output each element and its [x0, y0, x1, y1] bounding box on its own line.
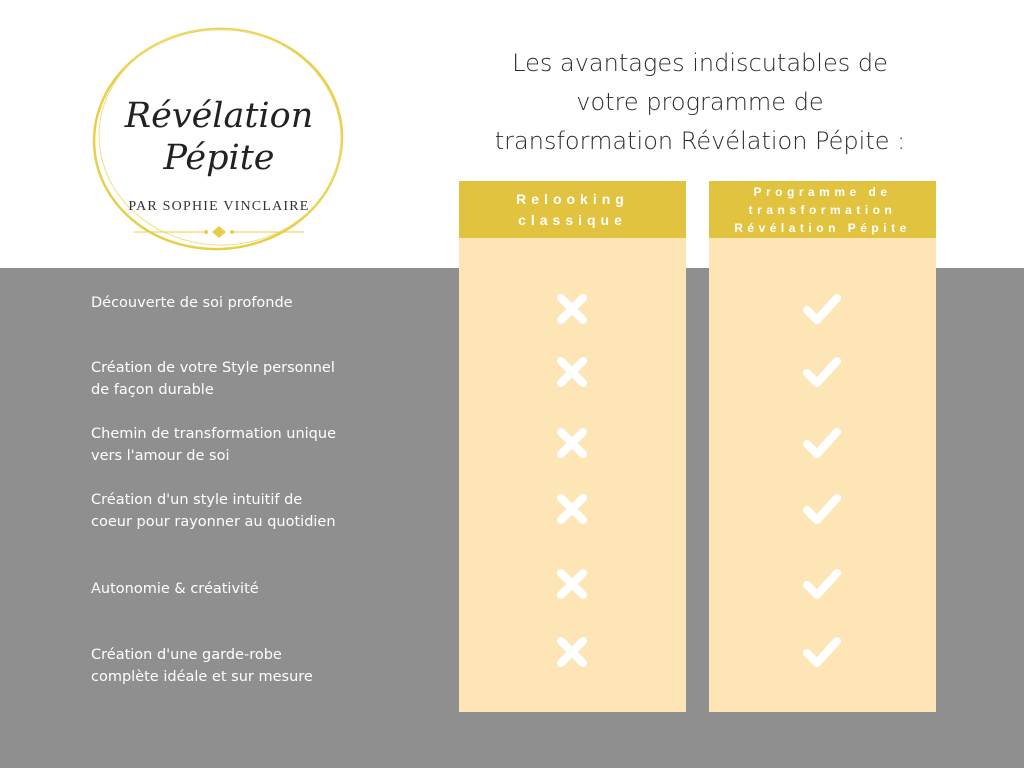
logo-title-line2: Pépite — [163, 138, 275, 178]
feature-item: Création d'un style intuitif de coeur po… — [91, 489, 361, 533]
column-header-line3: Révélation Pépite — [734, 220, 911, 235]
heading-line1: Les avantages indiscutables de — [512, 49, 888, 77]
logo-ring-icon — [92, 27, 344, 251]
cross-icon — [552, 632, 592, 672]
column-header-programme: Programme de transformation Révélation P… — [709, 181, 936, 238]
feature-text-line2: de façon durable — [91, 382, 214, 398]
column-header-relooking: Relooking classique — [459, 181, 686, 238]
cross-icon — [552, 489, 592, 529]
check-icon — [802, 352, 842, 392]
cross-icon — [552, 289, 592, 329]
heading-line3: transformation Révélation Pépite : — [494, 127, 906, 155]
feature-text-line1: Découverte de soi profonde — [91, 295, 293, 311]
column-relooking-classique: Relooking classique — [459, 181, 686, 712]
feature-text-line1: Autonomie & créativité — [91, 581, 259, 597]
column-header-line1: Programme de — [753, 184, 892, 199]
feature-item: Création de votre Style personnel de faç… — [91, 357, 361, 401]
feature-item: Création d'une garde-robe complète idéal… — [91, 644, 361, 688]
feature-text-line1: Création de votre Style personnel — [91, 360, 335, 376]
column-header-line2: transformation — [748, 202, 897, 217]
logo-title-line1: Révélation — [124, 96, 314, 136]
check-icon — [802, 423, 842, 463]
check-icon — [802, 564, 842, 604]
feature-item: Autonomie & créativité — [91, 578, 361, 600]
heading-line2: votre programme de — [576, 88, 824, 116]
check-icon — [802, 289, 842, 329]
feature-text-line2: vers l'amour de soi — [91, 448, 230, 464]
feature-text-line2: coeur pour rayonner au quotidien — [91, 514, 336, 530]
check-icon — [802, 489, 842, 529]
logo-subtitle: PAR SOPHIE VINCLAIRE — [128, 199, 310, 214]
page-heading: Les avantages indiscutables de votre pro… — [440, 44, 960, 161]
cross-icon — [552, 423, 592, 463]
feature-text-line2: complète idéale et sur mesure — [91, 669, 313, 685]
feature-item: Découverte de soi profonde — [91, 292, 361, 314]
ornament-divider-icon — [134, 226, 304, 238]
column-programme-transformation: Programme de transformation Révélation P… — [709, 181, 936, 712]
feature-text-line1: Chemin de transformation unique — [91, 426, 336, 442]
feature-item: Chemin de transformation unique vers l'a… — [91, 423, 361, 467]
feature-text-line1: Création d'une garde-robe — [91, 647, 282, 663]
check-icon — [802, 632, 842, 672]
feature-text-line1: Création d'un style intuitif de — [91, 492, 303, 508]
column-header-line2: classique — [518, 211, 627, 228]
cross-icon — [552, 564, 592, 604]
brand-logo: Révélation Pépite PAR SOPHIE VINCLAIRE — [90, 22, 348, 254]
cross-icon — [552, 352, 592, 392]
column-header-line1: Relooking — [516, 190, 629, 207]
